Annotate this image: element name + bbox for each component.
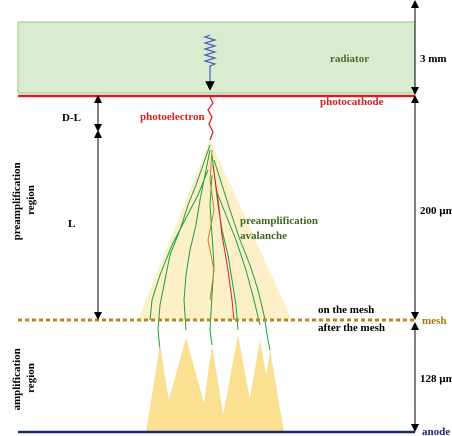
anode-label: anode — [422, 426, 450, 436]
amp-region-line: region — [25, 363, 37, 393]
mesh-label: mesh — [422, 315, 446, 327]
amp-region-label: amplification region — [11, 345, 37, 410]
avalanche-tracks — [149, 144, 271, 351]
preamp-region-line: region — [25, 185, 37, 215]
radiator-thickness: 3 mm — [420, 53, 447, 65]
photocathode-label: photocathode — [320, 96, 384, 108]
preamp-region-line: preamplification — [11, 162, 23, 240]
cone — [160, 338, 212, 432]
length-label: L — [68, 218, 75, 230]
track — [215, 189, 261, 326]
amplification-cones — [146, 335, 284, 432]
avalanche-label-line: preamplification — [240, 215, 318, 227]
on-mesh-label: on the mesh — [318, 304, 374, 316]
track — [207, 149, 215, 301]
track — [209, 174, 215, 346]
radiator-box — [17, 21, 416, 94]
avalanche-label-line: avalanche — [240, 230, 287, 242]
amp-region-line: amplification — [11, 348, 23, 410]
drift-thickness: 200 µm — [420, 205, 452, 217]
avalanche-label: preamplification avalanche — [240, 215, 321, 242]
cone — [220, 335, 256, 432]
track — [157, 144, 211, 351]
gap-label: D-L — [62, 112, 81, 124]
amplification-thickness: 128 µm — [420, 373, 452, 385]
photoelectron-track — [207, 96, 214, 141]
preamp-region-label: preamplification region — [11, 160, 37, 241]
track — [213, 159, 271, 351]
dimension-arrows — [94, 0, 419, 432]
cone — [200, 345, 226, 432]
after-mesh-label: after the mesh — [318, 322, 385, 334]
photoelectron-label: photoelectron — [140, 111, 205, 123]
radiator-label: radiator — [330, 53, 369, 65]
track — [212, 164, 235, 321]
cone — [258, 350, 284, 432]
track — [149, 169, 209, 321]
photon — [202, 34, 218, 91]
